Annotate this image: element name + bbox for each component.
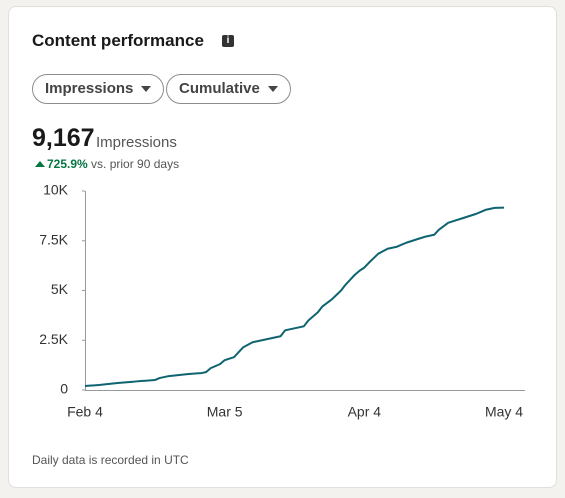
total: 9,167: [32, 124, 95, 152]
change-note: vs. prior 90 days: [91, 157, 180, 171]
mode-dropdown[interactable]: Cumulative: [166, 74, 291, 104]
total-label: Impressions: [96, 134, 177, 151]
change: 725.9% vs. prior 90 days: [35, 157, 179, 171]
dropdown-label: Impressions: [45, 80, 134, 97]
y-tick-label: 2.5K: [39, 331, 68, 347]
change-value: 725.9%: [47, 157, 88, 171]
card-title: Content performance: [32, 31, 204, 50]
dropdown-label: Cumulative: [179, 80, 260, 97]
x-tick-label: Mar 5: [207, 404, 243, 420]
y-tick-label: 5K: [51, 281, 69, 297]
info-icon[interactable]: i: [222, 35, 234, 47]
y-tick-label: 10K: [43, 182, 69, 198]
y-tick-label: 7.5K: [39, 231, 68, 247]
x-tick-label: Feb 4: [67, 404, 103, 420]
metric-dropdown[interactable]: Impressions: [32, 74, 165, 104]
y-tick-label: 0: [60, 381, 68, 397]
x-tick-label: May 4: [485, 404, 523, 420]
card: Content performance i Impressions Cumula…: [8, 6, 557, 488]
x-tick-label: Apr 4: [348, 404, 382, 420]
line: [84, 206, 505, 388]
footnote: Daily data is recorded in UTC: [32, 453, 189, 467]
